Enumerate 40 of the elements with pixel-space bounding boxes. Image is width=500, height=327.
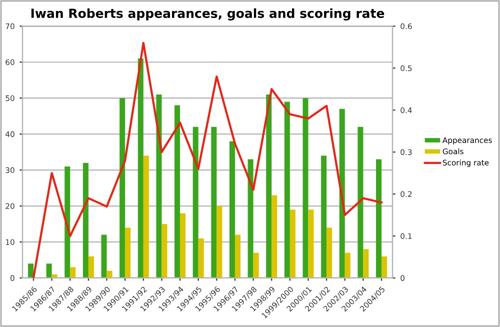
bar (229, 141, 235, 278)
line-series (32, 42, 383, 278)
bar (28, 264, 34, 278)
bar (125, 228, 131, 278)
bar (46, 264, 52, 278)
bar (308, 210, 314, 278)
bar (326, 228, 332, 278)
bar (198, 238, 204, 278)
bar (344, 252, 350, 278)
bar (162, 224, 168, 278)
chart-title: Iwan Roberts appearances, goals and scoring rate (31, 8, 384, 21)
bar (120, 98, 126, 278)
bar (82, 162, 88, 278)
bar (156, 94, 162, 278)
bar (253, 252, 259, 278)
bar (284, 102, 290, 278)
bar (211, 126, 217, 278)
bar (272, 195, 278, 278)
bar (234, 234, 240, 278)
bar (64, 166, 70, 278)
bar (363, 249, 369, 278)
bar (138, 58, 144, 278)
bar (70, 267, 76, 278)
bar (180, 213, 186, 278)
bar (216, 206, 222, 278)
bar (358, 126, 364, 278)
bar (321, 156, 327, 278)
bar (174, 105, 180, 278)
bar (266, 94, 272, 278)
bar (302, 98, 308, 278)
bar (290, 210, 296, 278)
bar (192, 126, 198, 278)
bar (106, 270, 112, 278)
bar (88, 256, 94, 278)
bar (101, 234, 107, 278)
bar (143, 156, 149, 278)
bar (382, 256, 388, 278)
bar (376, 159, 382, 278)
bar (339, 108, 345, 278)
bar (248, 159, 254, 278)
